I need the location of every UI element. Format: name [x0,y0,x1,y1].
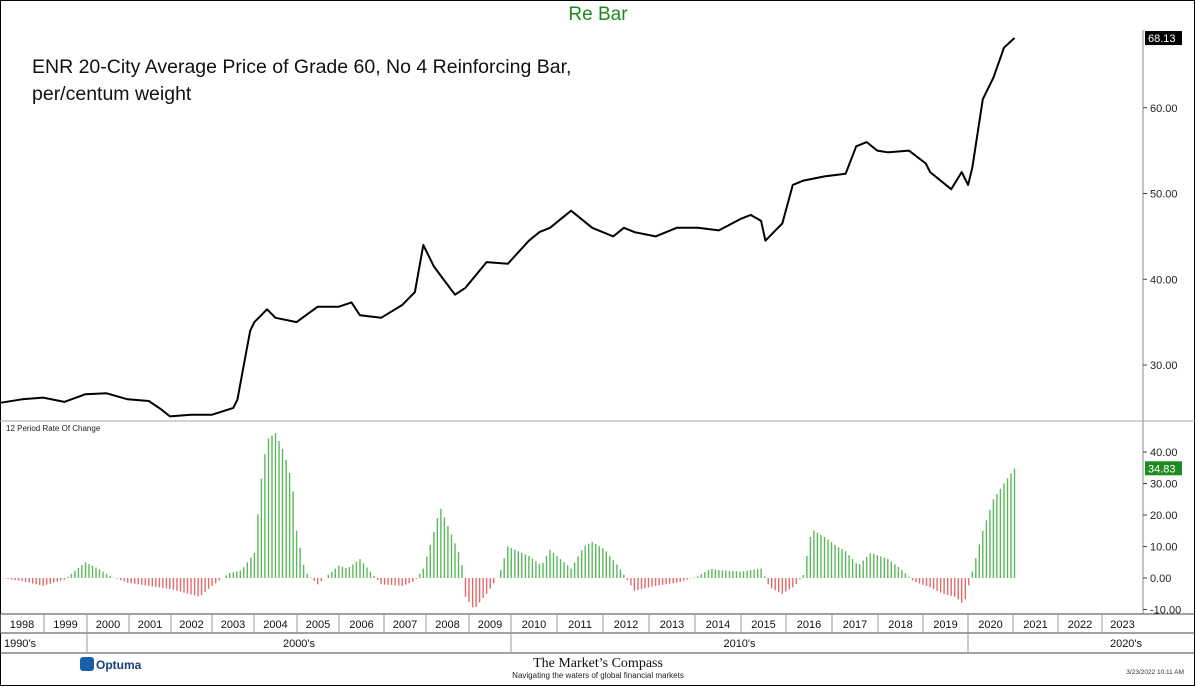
year-label: 2000 [96,619,120,631]
roc-y-tick-label: 10.00 [1150,542,1178,554]
year-label: 2007 [393,619,417,631]
year-label: 2017 [843,619,867,631]
roc-last-value-badge [1145,461,1182,476]
optuma-logo: Optuma [80,657,141,672]
year-label: 2003 [221,619,245,631]
year-label: 2021 [1023,619,1047,631]
roc-y-tick-label: 0.00 [1150,573,1171,585]
roc-y-tick-label: 40.00 [1150,447,1178,459]
year-label: 2023 [1110,619,1134,631]
year-label: 1999 [53,619,77,631]
footer-date: 3/23/2022 10:11 AM [1126,669,1184,676]
year-label: 2020 [978,619,1002,631]
year-label: 2014 [706,619,730,631]
price-y-tick-label: 50.00 [1150,189,1178,201]
roc-y-tick-label: 20.00 [1150,510,1178,522]
roc-y-tick-label: 30.00 [1150,479,1178,491]
year-label: 1998 [10,619,34,631]
year-label: 2004 [263,619,287,631]
price-last-value-badge [1145,31,1182,46]
footer-credit-tagline: Navigating the waters of global financia… [512,671,684,680]
decade-label: 2000's [283,638,316,650]
year-label: 2010 [522,619,546,631]
indicator-label: 12 Period Rate Of Change [6,424,101,433]
price-y-tick-label: 60.00 [1150,103,1178,115]
chart-subtitle: ENR 20-City Average Price of Grade 60, N… [32,56,572,105]
price-y-tick-label: 30.00 [1150,360,1178,372]
year-label: 2015 [751,619,775,631]
price-last-value-label: 68.13 [1148,33,1176,45]
year-label: 2011 [568,619,592,631]
optuma-logo-icon [80,657,94,671]
price-series-line [0,37,1016,418]
chart-title: Re Bar [568,4,628,25]
year-label: 2001 [138,619,162,631]
price-y-tick-label: 40.00 [1150,274,1178,286]
decade-label: 2020's [1110,638,1143,650]
footer-credit-name: The Market’s Compass [533,656,663,671]
year-label: 2006 [349,619,373,631]
year-label: 2019 [933,619,957,631]
year-label: 2016 [797,619,821,631]
optuma-brand-text: Optuma [96,658,142,672]
year-label: 2009 [478,619,502,631]
year-label: 2008 [435,619,459,631]
year-label: 2002 [179,619,203,631]
year-label: 2005 [306,619,330,631]
decade-label: 1990's [4,638,37,650]
year-label: 2022 [1068,619,1092,631]
roc-y-tick-label: -10.00 [1150,605,1181,617]
year-label: 2018 [888,619,912,631]
footer-credit: The Market’s Compass Navigating the wate… [0,656,1196,680]
roc-last-value-label: 34.83 [1148,463,1176,475]
year-label: 2013 [660,619,684,631]
decade-label: 2010's [723,638,756,650]
year-label: 2012 [614,619,638,631]
